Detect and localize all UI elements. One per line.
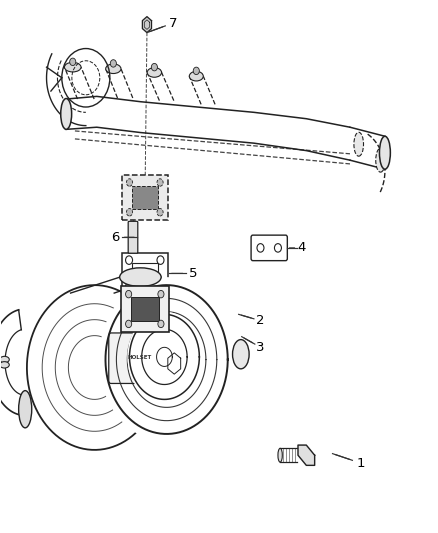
- Circle shape: [157, 208, 163, 216]
- Text: 6: 6: [111, 231, 119, 244]
- Text: 5: 5: [188, 267, 197, 280]
- Ellipse shape: [147, 68, 162, 77]
- FancyBboxPatch shape: [132, 185, 158, 209]
- FancyBboxPatch shape: [132, 263, 158, 284]
- Ellipse shape: [189, 71, 203, 81]
- Ellipse shape: [354, 132, 364, 156]
- Ellipse shape: [106, 64, 121, 74]
- Ellipse shape: [19, 391, 32, 428]
- Polygon shape: [142, 17, 152, 33]
- Ellipse shape: [0, 362, 9, 368]
- Text: 4: 4: [298, 241, 306, 254]
- Polygon shape: [298, 445, 314, 465]
- FancyBboxPatch shape: [251, 235, 287, 261]
- FancyBboxPatch shape: [128, 221, 138, 253]
- Circle shape: [257, 244, 264, 252]
- Circle shape: [158, 290, 164, 298]
- Ellipse shape: [120, 268, 161, 286]
- Circle shape: [126, 320, 132, 328]
- Circle shape: [126, 256, 133, 264]
- FancyBboxPatch shape: [131, 297, 159, 321]
- Ellipse shape: [233, 340, 249, 369]
- FancyBboxPatch shape: [122, 254, 168, 293]
- Circle shape: [157, 282, 164, 291]
- Ellipse shape: [22, 288, 166, 447]
- Circle shape: [127, 312, 201, 402]
- Text: HOLSET: HOLSET: [127, 354, 152, 360]
- Ellipse shape: [376, 148, 385, 172]
- Text: 1: 1: [357, 457, 365, 470]
- Circle shape: [70, 58, 76, 66]
- FancyBboxPatch shape: [121, 286, 169, 332]
- Circle shape: [151, 63, 157, 71]
- FancyBboxPatch shape: [109, 333, 166, 383]
- FancyBboxPatch shape: [122, 175, 168, 220]
- Ellipse shape: [0, 357, 9, 363]
- Text: 2: 2: [256, 314, 265, 327]
- Circle shape: [193, 67, 199, 75]
- Text: 7: 7: [169, 17, 177, 29]
- Circle shape: [158, 320, 164, 328]
- Circle shape: [127, 179, 133, 186]
- Circle shape: [157, 256, 164, 264]
- Ellipse shape: [278, 448, 283, 462]
- Circle shape: [275, 244, 282, 252]
- Ellipse shape: [64, 62, 81, 72]
- Circle shape: [110, 60, 117, 67]
- Text: 3: 3: [256, 341, 265, 354]
- Ellipse shape: [61, 99, 72, 130]
- Circle shape: [126, 290, 132, 298]
- Circle shape: [99, 277, 234, 442]
- Ellipse shape: [165, 349, 184, 378]
- Circle shape: [126, 282, 133, 291]
- Circle shape: [157, 179, 163, 186]
- Ellipse shape: [379, 136, 390, 169]
- Circle shape: [127, 208, 133, 216]
